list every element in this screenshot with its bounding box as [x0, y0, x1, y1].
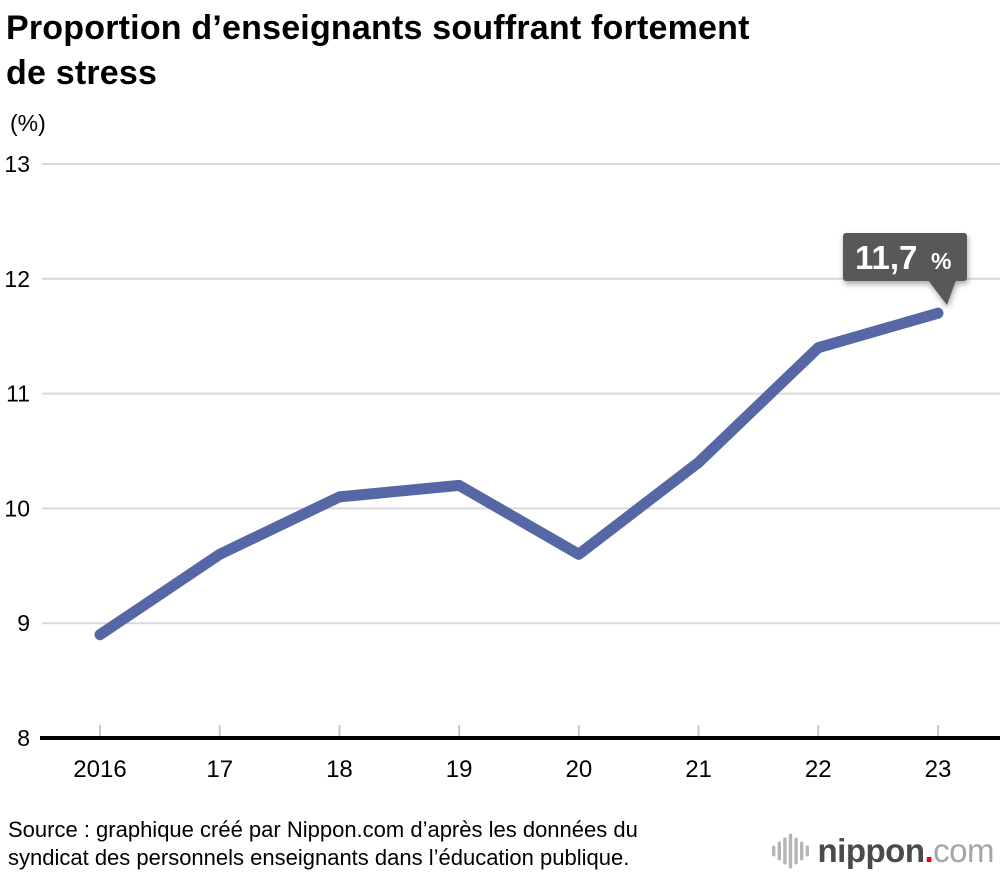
callout-pointer: [927, 280, 956, 305]
source-note: Source : graphique créé par Nippon.com d…: [8, 816, 638, 872]
x-tick-label: 20: [565, 756, 592, 783]
nippon-logo: nippon.com: [771, 831, 995, 871]
source-line1: Source : graphique créé par Nippon.com d…: [8, 817, 638, 842]
y-tick-label: 10: [4, 495, 30, 521]
y-tick-label: 11: [6, 381, 30, 407]
chart-title-line1: Proportion d’enseignants souffrant forte…: [6, 9, 750, 47]
y-tick-label: 12: [4, 266, 30, 292]
source-line2: syndicat des personnels enseignants dans…: [8, 844, 630, 870]
data-line: [94, 307, 944, 641]
callout-box: [842, 233, 967, 281]
y-axis-unit-label: (%): [10, 110, 46, 136]
x-tick-label: 2016: [73, 756, 126, 783]
y-tick-label: 9: [17, 610, 30, 636]
y-tick-label: 8: [17, 725, 30, 751]
callout-value: 11,7: [855, 239, 917, 276]
x-tick-label: 17: [206, 756, 233, 783]
x-tick-label: 23: [925, 756, 952, 783]
y-tick-label: 13: [4, 151, 30, 177]
callout-unit: %: [931, 248, 951, 274]
chart-title-line2: de stress: [6, 53, 158, 92]
logo-red-dot: .: [924, 832, 934, 869]
x-tick-label: 21: [685, 756, 712, 783]
logo-brand-text: nippon: [817, 832, 925, 869]
line-chart: 8 9 10 11 12 13 2016 17 18 19 20 21 22 23 11,7%: [4, 151, 1000, 783]
logo-tld-text: com: [933, 832, 994, 869]
chart-title: Proportion d’enseignants souffrant forte…: [6, 6, 750, 95]
logo-wordmark: nippon.com: [817, 832, 995, 870]
x-tick-label: 18: [326, 756, 353, 783]
value-callout: 11,7%: [842, 233, 967, 305]
x-tick-label: 22: [805, 756, 832, 783]
x-tick-label: 19: [446, 756, 473, 783]
soundwave-icon: [771, 833, 809, 869]
